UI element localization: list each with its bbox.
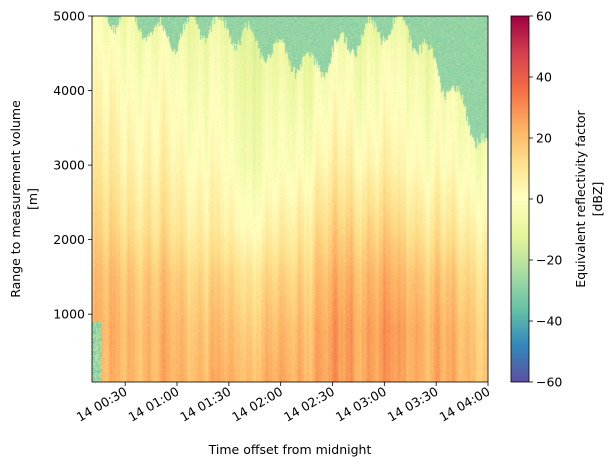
- colorbar-tick-label: −20: [536, 253, 562, 268]
- colorbar-label-line1: Equivalent reflectivity factor: [573, 109, 588, 287]
- x-tick-label: 14 03:00: [333, 384, 389, 425]
- colorbar-tick-label: 40: [536, 70, 552, 85]
- y-axis-label-line1: Range to measurement volume: [8, 100, 23, 298]
- colorbar: −60 −40 −20 0 20 40 60 Equivalent reflectivity…: [510, 9, 605, 390]
- y-tick-label: 2000: [53, 232, 85, 247]
- colorbar-label-line2: [dBZ]: [590, 182, 605, 217]
- x-tick-label: 14 04:00: [437, 384, 493, 425]
- x-tick-label: 14 03:30: [385, 384, 441, 425]
- x-tick-label: 14 02:30: [281, 384, 337, 425]
- y-axis-label-line2: [m]: [25, 188, 40, 210]
- x-tick-label: 14 01:30: [177, 384, 233, 425]
- y-tick-label: 5000: [53, 9, 85, 24]
- colorbar-tick-label: 60: [536, 9, 552, 24]
- colorbar-tick-label: 0: [536, 192, 544, 207]
- y-tick-label: 4000: [53, 83, 85, 98]
- colorbar-tick-label: −60: [536, 375, 562, 390]
- colorbar-gradient: [510, 15, 530, 383]
- x-tick-label: 14 02:00: [229, 384, 285, 425]
- colorbar-ticks: −60 −40 −20 0 20 40 60: [529, 9, 562, 390]
- y-tick-label: 1000: [53, 307, 85, 322]
- x-tick-label: 14 01:00: [126, 384, 182, 425]
- colorbar-tick-label: −40: [536, 314, 562, 329]
- y-axis-ticks: 1000 2000 3000 4000 5000: [53, 9, 92, 322]
- colorbar-tick-label: 20: [536, 131, 552, 146]
- plot-frame: [91, 15, 489, 383]
- x-axis-label: Time offset from midnight: [208, 442, 372, 457]
- reflectivity-heatmap: [92, 16, 488, 382]
- x-tick-label: 14 00:30: [74, 384, 130, 425]
- y-tick-label: 3000: [53, 158, 85, 173]
